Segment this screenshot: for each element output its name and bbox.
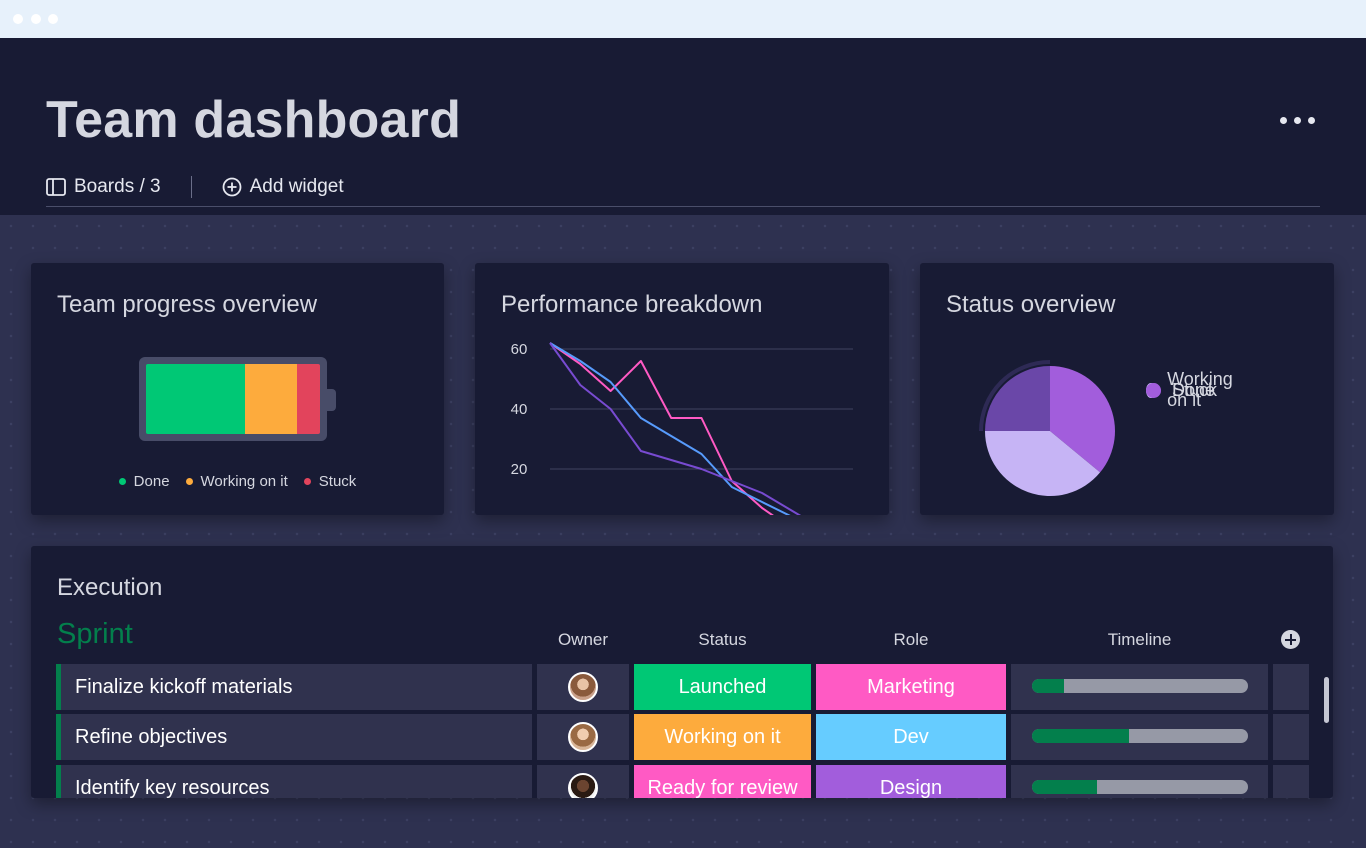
timeline-bar [1032, 780, 1248, 794]
legend-label: Working on it [1167, 369, 1233, 410]
item-name[interactable]: Refine objectives [56, 714, 532, 760]
y-tick-label: 40 [511, 401, 528, 418]
timeline-progress [1032, 679, 1065, 693]
browser-title-bar [0, 0, 1366, 38]
legend-label: Stuck [1172, 379, 1218, 400]
boards-button[interactable]: Boards / 3 [46, 176, 161, 198]
board-icon [46, 178, 66, 196]
pie-slice-stuck[interactable] [1050, 366, 1115, 473]
battery-cap [327, 389, 336, 411]
add-column-button[interactable] [1281, 630, 1300, 649]
widget-title: Team progress overview [57, 291, 318, 318]
legend-dot-icon [118, 478, 126, 485]
header-divider [46, 206, 1320, 207]
legend-item-stuck: Stuck [1146, 375, 1217, 405]
empty-cell [1273, 714, 1309, 760]
team-progress-widget[interactable]: Team progress overview Done Working on i… [31, 263, 444, 515]
legend-item-working: Working on it [185, 473, 288, 490]
performance-line-chart: 0204060 [511, 341, 853, 515]
item-name[interactable]: Finalize kickoff materials [56, 664, 532, 710]
widget-title: Performance breakdown [501, 291, 763, 318]
legend-dot-icon [303, 478, 311, 485]
window-dot-icon [31, 14, 41, 24]
column-header-role[interactable]: Role [893, 630, 929, 649]
timeline-bar [1032, 679, 1248, 693]
series-line-1 [549, 342, 774, 515]
progress-legend: Done Working on it Stuck [31, 473, 444, 490]
role-label[interactable]: Marketing [816, 664, 1006, 710]
avatar-icon [568, 672, 598, 702]
avatar-icon [568, 722, 598, 752]
column-header-status[interactable]: Status [698, 630, 747, 649]
performance-widget[interactable]: Performance breakdown 0204060 [475, 263, 889, 515]
legend-label: Done [133, 473, 170, 490]
more-horizontal-icon [1308, 117, 1315, 124]
timeline-progress [1032, 780, 1097, 794]
status-pie-chart [979, 360, 1121, 502]
pie-slice-working-on-it[interactable] [985, 431, 1101, 496]
timeline-cell[interactable] [1011, 714, 1268, 760]
column-header-timeline[interactable]: Timeline [1107, 630, 1172, 649]
timeline-cell[interactable] [1011, 664, 1268, 710]
series-line-2 [549, 342, 791, 515]
owner-cell[interactable] [537, 765, 629, 798]
column-header-owner[interactable]: Owner [557, 630, 609, 649]
owner-cell[interactable] [537, 664, 629, 710]
dashboard-toolbar: Boards / 3 Add widget [46, 172, 344, 202]
role-label[interactable]: Dev [816, 714, 1006, 760]
page-title: Team dashboard [46, 91, 462, 149]
empty-cell [1273, 765, 1309, 798]
progress-battery [139, 357, 327, 441]
avatar-icon [568, 773, 598, 798]
y-tick-label: 60 [511, 341, 528, 358]
add-widget-button[interactable]: Add widget [222, 176, 344, 198]
item-name[interactable]: Identify key resources [56, 765, 532, 798]
legend-dot-icon [185, 478, 193, 485]
window-dot-icon [13, 14, 23, 24]
series-line-3 [549, 342, 802, 515]
dashboard-canvas: Team progress overview Done Working on i… [0, 215, 1366, 848]
add-widget-label: Add widget [249, 176, 344, 197]
legend-label: Working on it [200, 473, 288, 490]
vertical-scrollbar[interactable] [1324, 677, 1329, 723]
dashboard-header: Team dashboard Boards / 3 Add widget [0, 38, 1366, 215]
more-options-button[interactable] [1278, 112, 1318, 130]
group-title[interactable]: Sprint [57, 618, 133, 650]
board-table: Finalize kickoff materials Launched Mark… [31, 664, 1333, 798]
progress-bar [146, 364, 320, 434]
status-widget[interactable]: Status overview Done Working on it Stuck [920, 263, 1334, 515]
more-horizontal-icon [1294, 117, 1301, 124]
widget-title: Execution [57, 574, 163, 601]
progress-segment-stuck [297, 364, 320, 434]
widget-title: Status overview [946, 291, 1116, 318]
pie-shadow-arc [979, 360, 1121, 502]
legend-label: Stuck [318, 473, 357, 490]
plus-circle-icon [222, 177, 242, 197]
empty-cell [1273, 664, 1309, 710]
owner-cell[interactable] [537, 714, 629, 760]
legend-label: Done [1172, 379, 1216, 400]
execution-widget[interactable]: Execution Sprint Owner Status Role Timel… [31, 546, 1333, 798]
role-label[interactable]: Design [816, 765, 1006, 798]
legend-item-stuck: Stuck [303, 473, 357, 490]
timeline-progress [1032, 729, 1130, 743]
y-tick-label: 20 [511, 461, 528, 478]
timeline-bar [1032, 729, 1248, 743]
status-label[interactable]: Working on it [634, 714, 811, 760]
timeline-cell[interactable] [1011, 765, 1268, 798]
status-label[interactable]: Launched [634, 664, 811, 710]
legend-item-done: Done [118, 473, 170, 490]
status-label[interactable]: Ready for review [634, 765, 811, 798]
toolbar-divider [190, 176, 192, 198]
progress-segment-done [146, 364, 246, 434]
window-dot-icon [48, 14, 58, 24]
progress-segment-working-on-it [245, 364, 298, 434]
legend-dot-icon [1146, 382, 1161, 398]
pie-slice-done[interactable] [985, 366, 1050, 431]
more-horizontal-icon [1280, 117, 1287, 124]
boards-label: Boards / 3 [74, 176, 161, 197]
